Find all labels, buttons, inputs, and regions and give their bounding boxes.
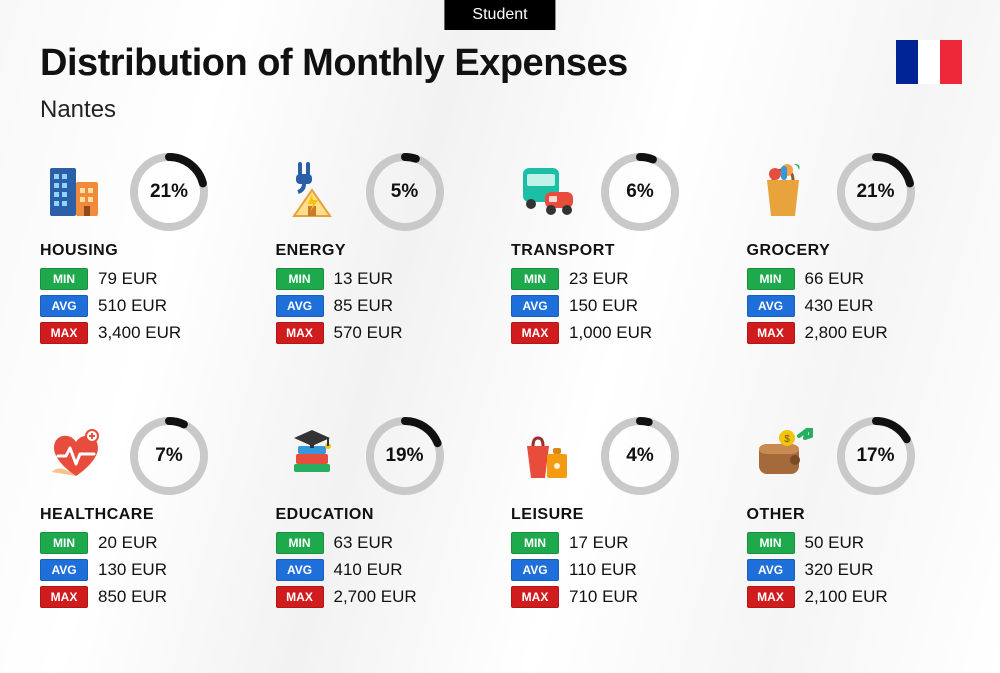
category-stats: MIN 63 EUR AVG 410 EUR MAX 2,700 EUR bbox=[276, 532, 492, 608]
avg-pill: AVG bbox=[747, 559, 795, 581]
percent-ring: 5% bbox=[366, 153, 444, 231]
education-icon bbox=[276, 420, 348, 492]
max-value: 2,800 EUR bbox=[805, 323, 888, 343]
energy-icon bbox=[276, 156, 348, 228]
max-value: 2,100 EUR bbox=[805, 587, 888, 607]
healthcare-icon bbox=[40, 420, 112, 492]
avg-value: 130 EUR bbox=[98, 560, 167, 580]
category-card: 6% TRANSPORT MIN 23 EUR AVG 150 EUR MAX … bbox=[511, 152, 727, 380]
category-stats: MIN 66 EUR AVG 430 EUR MAX 2,800 EUR bbox=[747, 268, 963, 344]
category-name: GROCERY bbox=[747, 242, 963, 260]
max-pill: MAX bbox=[511, 586, 559, 608]
avg-pill: AVG bbox=[511, 559, 559, 581]
percent-ring: 4% bbox=[601, 417, 679, 495]
category-stats: MIN 17 EUR AVG 110 EUR MAX 710 EUR bbox=[511, 532, 727, 608]
min-pill: MIN bbox=[511, 268, 559, 290]
category-stats: MIN 79 EUR AVG 510 EUR MAX 3,400 EUR bbox=[40, 268, 256, 344]
percent-ring: 21% bbox=[837, 153, 915, 231]
page-subtitle: Nantes bbox=[40, 96, 116, 124]
percent-ring: 7% bbox=[130, 417, 208, 495]
other-icon: $ bbox=[747, 420, 819, 492]
max-pill: MAX bbox=[511, 322, 559, 344]
min-value: 79 EUR bbox=[98, 269, 158, 289]
max-pill: MAX bbox=[276, 322, 324, 344]
min-pill: MIN bbox=[40, 532, 88, 554]
category-name: ENERGY bbox=[276, 242, 492, 260]
category-stats: MIN 50 EUR AVG 320 EUR MAX 2,100 EUR bbox=[747, 532, 963, 608]
min-pill: MIN bbox=[276, 532, 324, 554]
transport-icon bbox=[511, 156, 583, 228]
avg-value: 150 EUR bbox=[569, 296, 638, 316]
category-card: 19% EDUCATION MIN 63 EUR AVG 410 EUR MAX… bbox=[276, 416, 492, 644]
percent-ring: 21% bbox=[130, 153, 208, 231]
max-value: 850 EUR bbox=[98, 587, 167, 607]
min-pill: MIN bbox=[511, 532, 559, 554]
category-card: 7% HEALTHCARE MIN 20 EUR AVG 130 EUR MAX… bbox=[40, 416, 256, 644]
min-value: 23 EUR bbox=[569, 269, 629, 289]
avg-pill: AVG bbox=[276, 559, 324, 581]
category-card: 21% GROCERY MIN 66 EUR AVG 430 EUR MAX 2… bbox=[747, 152, 963, 380]
max-pill: MAX bbox=[40, 322, 88, 344]
france-flag bbox=[896, 40, 962, 84]
max-value: 2,700 EUR bbox=[334, 587, 417, 607]
avg-value: 320 EUR bbox=[805, 560, 874, 580]
housing-icon bbox=[40, 156, 112, 228]
min-pill: MIN bbox=[747, 268, 795, 290]
max-pill: MAX bbox=[276, 586, 324, 608]
min-pill: MIN bbox=[40, 268, 88, 290]
avg-pill: AVG bbox=[747, 295, 795, 317]
avg-pill: AVG bbox=[511, 295, 559, 317]
min-value: 50 EUR bbox=[805, 533, 865, 553]
max-pill: MAX bbox=[40, 586, 88, 608]
svg-text:$: $ bbox=[784, 434, 790, 445]
min-pill: MIN bbox=[747, 532, 795, 554]
category-name: EDUCATION bbox=[276, 506, 492, 524]
category-stats: MIN 23 EUR AVG 150 EUR MAX 1,000 EUR bbox=[511, 268, 727, 344]
avg-value: 410 EUR bbox=[334, 560, 403, 580]
max-value: 710 EUR bbox=[569, 587, 638, 607]
category-card: 5% ENERGY MIN 13 EUR AVG 85 EUR MAX 570 … bbox=[276, 152, 492, 380]
flag-stripe-red bbox=[940, 40, 962, 84]
student-badge: Student bbox=[444, 0, 555, 30]
category-stats: MIN 20 EUR AVG 130 EUR MAX 850 EUR bbox=[40, 532, 256, 608]
flag-stripe-blue bbox=[896, 40, 918, 84]
avg-value: 430 EUR bbox=[805, 296, 874, 316]
max-value: 570 EUR bbox=[334, 323, 403, 343]
min-value: 63 EUR bbox=[334, 533, 394, 553]
max-value: 1,000 EUR bbox=[569, 323, 652, 343]
min-value: 13 EUR bbox=[334, 269, 394, 289]
page-title: Distribution of Monthly Expenses bbox=[40, 42, 628, 85]
avg-value: 110 EUR bbox=[569, 560, 637, 580]
category-grid: 21% HOUSING MIN 79 EUR AVG 510 EUR MAX 3… bbox=[40, 152, 962, 643]
category-name: LEISURE bbox=[511, 506, 727, 524]
avg-pill: AVG bbox=[40, 295, 88, 317]
avg-pill: AVG bbox=[40, 559, 88, 581]
min-value: 20 EUR bbox=[98, 533, 158, 553]
max-pill: MAX bbox=[747, 322, 795, 344]
category-name: HEALTHCARE bbox=[40, 506, 256, 524]
category-card: $ 17% OTHER MIN 50 EUR bbox=[747, 416, 963, 644]
category-name: TRANSPORT bbox=[511, 242, 727, 260]
percent-ring: 6% bbox=[601, 153, 679, 231]
min-pill: MIN bbox=[276, 268, 324, 290]
category-name: OTHER bbox=[747, 506, 963, 524]
avg-value: 85 EUR bbox=[334, 296, 394, 316]
max-pill: MAX bbox=[747, 586, 795, 608]
leisure-icon bbox=[511, 420, 583, 492]
avg-value: 510 EUR bbox=[98, 296, 167, 316]
grocery-icon bbox=[747, 156, 819, 228]
min-value: 17 EUR bbox=[569, 533, 629, 553]
avg-pill: AVG bbox=[276, 295, 324, 317]
percent-ring: 17% bbox=[837, 417, 915, 495]
category-stats: MIN 13 EUR AVG 85 EUR MAX 570 EUR bbox=[276, 268, 492, 344]
category-card: 4% LEISURE MIN 17 EUR AVG 110 EUR MAX 71… bbox=[511, 416, 727, 644]
percent-ring: 19% bbox=[366, 417, 444, 495]
min-value: 66 EUR bbox=[805, 269, 865, 289]
category-name: HOUSING bbox=[40, 242, 256, 260]
category-card: 21% HOUSING MIN 79 EUR AVG 510 EUR MAX 3… bbox=[40, 152, 256, 380]
flag-stripe-white bbox=[918, 40, 940, 84]
max-value: 3,400 EUR bbox=[98, 323, 181, 343]
